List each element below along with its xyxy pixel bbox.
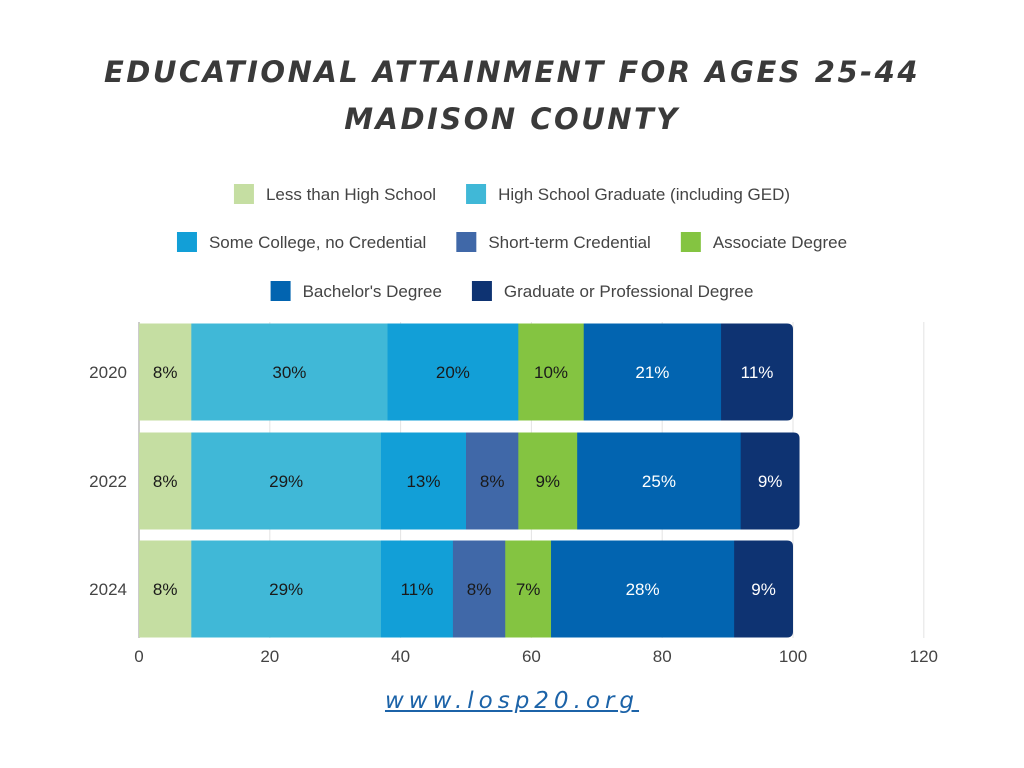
data-label: 29% xyxy=(269,472,303,491)
x-tick-label: 60 xyxy=(522,647,541,666)
bar-segment xyxy=(380,540,454,638)
y-tick-label: 2024 xyxy=(89,580,127,599)
x-tick-label: 100 xyxy=(779,647,807,666)
data-label: 25% xyxy=(642,472,676,491)
data-label: 8% xyxy=(153,363,178,382)
legend-label: Bachelor's Degree xyxy=(303,282,442,301)
x-tick-label: 120 xyxy=(910,647,938,666)
bar-segment xyxy=(551,540,735,638)
data-label: 30% xyxy=(272,363,306,382)
data-label: 8% xyxy=(153,472,178,491)
legend-label: Less than High School xyxy=(266,185,436,204)
data-label: 11% xyxy=(741,363,774,382)
chart-title: EDUCATIONAL ATTAINMENT FOR AGES 25-44 xyxy=(103,55,921,89)
legend-swatch xyxy=(270,281,291,301)
bar-segment xyxy=(387,323,519,421)
legend-swatch xyxy=(466,184,487,204)
data-label: 10% xyxy=(534,363,568,382)
data-label: 13% xyxy=(406,472,440,491)
data-label: 8% xyxy=(153,580,178,599)
data-label: 9% xyxy=(758,472,783,491)
data-label: 29% xyxy=(269,580,303,599)
data-label: 21% xyxy=(635,363,669,382)
data-label: 9% xyxy=(535,472,560,491)
bar-segment xyxy=(518,432,578,530)
bar-segment xyxy=(191,540,382,638)
legend-swatch xyxy=(233,184,254,204)
x-tick-label: 20 xyxy=(260,647,279,666)
x-tick-label: 0 xyxy=(134,647,143,666)
chart-subtitle: MADISON COUNTY xyxy=(344,102,680,136)
legend-swatch xyxy=(176,232,197,252)
legend-swatch xyxy=(471,281,492,301)
legend-swatch xyxy=(456,232,477,252)
bar-segment xyxy=(466,432,519,530)
y-tick-label: 2020 xyxy=(89,363,127,382)
y-tick-label: 2022 xyxy=(89,472,127,491)
bar-segment xyxy=(734,540,793,638)
bar-segment xyxy=(191,323,389,421)
bar-segment xyxy=(740,432,800,530)
bar-segment xyxy=(505,540,552,638)
bar-segment xyxy=(139,432,192,530)
data-label: 20% xyxy=(436,363,470,382)
legend-label: Some College, no Credential xyxy=(209,233,426,252)
bar-segment xyxy=(139,323,192,421)
data-label: 9% xyxy=(751,580,776,599)
bar-segment xyxy=(380,432,467,530)
legend-label: Graduate or Professional Degree xyxy=(504,282,753,301)
bar-segment xyxy=(577,432,742,530)
x-tick-label: 80 xyxy=(653,647,672,666)
data-label: 8% xyxy=(467,580,492,599)
website-link[interactable]: www.losp20.org xyxy=(384,688,640,714)
bar-segment xyxy=(518,323,585,421)
data-label: 28% xyxy=(626,580,660,599)
data-label: 11% xyxy=(401,580,434,599)
legend-swatch xyxy=(680,232,701,252)
legend-label: Short-term Credential xyxy=(488,233,651,252)
data-label: 8% xyxy=(480,472,505,491)
legend-label: Associate Degree xyxy=(713,233,847,252)
bar-segment xyxy=(721,323,793,421)
bar-segment xyxy=(191,432,382,530)
x-tick-label: 40 xyxy=(391,647,410,666)
legend-label: High School Graduate (including GED) xyxy=(498,185,790,204)
bar-segment xyxy=(139,540,192,638)
data-label: 7% xyxy=(516,580,541,599)
bar-segment xyxy=(452,540,506,638)
bar-segment xyxy=(583,323,722,421)
